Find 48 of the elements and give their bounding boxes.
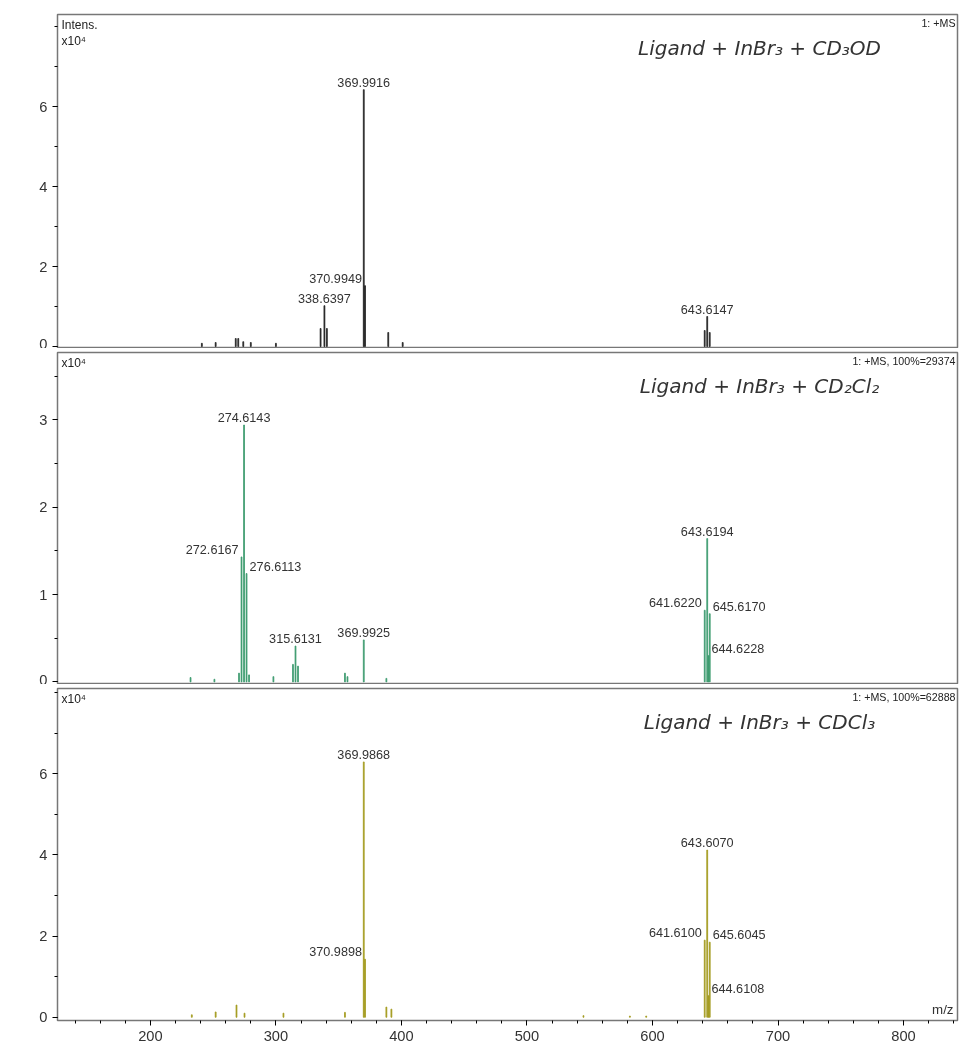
y-tick-label: 2 <box>39 928 48 945</box>
annotation: 644.6228 <box>711 641 765 656</box>
y-tick-label: 4 <box>39 178 48 195</box>
annotation: 643.6147 <box>680 302 734 317</box>
y-tick-label: 1 <box>39 586 48 603</box>
annotation: 643.6194 <box>680 524 734 539</box>
text: Ligand + InBr₃ + CDCl₃ <box>643 709 876 734</box>
annotation: 644.6108 <box>711 981 765 996</box>
annotation: 274.6143 <box>217 411 271 426</box>
text: Ligand + InBr₃ + CD₃OD <box>637 35 882 60</box>
x-tick-label: 600 <box>640 1027 665 1044</box>
y-tick-label: 6 <box>39 98 48 115</box>
annotation: 272.6167 <box>185 542 239 557</box>
text: Ligand + InBr₃ + CD₂Cl₂ <box>639 373 880 398</box>
y-tick-label: 0 <box>39 1009 48 1026</box>
y-tick-label: 3 <box>39 411 48 428</box>
x-tick-label: 300 <box>263 1027 289 1044</box>
annotation: 369.9916 <box>337 75 391 90</box>
annotation: 338.6397 <box>298 291 351 306</box>
x-axis-title: m/z <box>932 1001 954 1017</box>
annotation: 645.6170 <box>712 599 766 614</box>
annotation: 641.6220 <box>648 596 702 611</box>
y-tick-label: 0 <box>39 335 48 352</box>
x-tick-label: 500 <box>514 1027 540 1044</box>
annotation: 369.9868 <box>337 747 391 762</box>
annotation: 276.6113 <box>249 559 302 574</box>
x-tick-label: 400 <box>389 1027 414 1044</box>
annotation: 641.6100 <box>648 926 702 941</box>
annotation: 315.6131 <box>269 632 322 647</box>
x-tick-label: 700 <box>765 1027 791 1044</box>
annotation: 645.6045 <box>712 928 766 943</box>
y-tick-label: 0 <box>39 671 48 688</box>
x-tick-label: 800 <box>891 1027 916 1044</box>
annotation: 643.6070 <box>680 836 734 851</box>
y-tick-label: 2 <box>39 499 48 516</box>
y-tick-label: 6 <box>39 765 48 782</box>
y-tick-label: 2 <box>39 258 48 275</box>
y-axis-title: x10⁴ <box>61 691 87 706</box>
annotation: 370.9949 <box>309 271 363 286</box>
annotation: 370.9898 <box>309 945 363 960</box>
annotation: 369.9925 <box>337 625 391 640</box>
y-axis-title: Intens. x10⁴ <box>61 17 98 49</box>
y-tick-label: 4 <box>39 846 48 863</box>
x-tick-label: 200 <box>138 1027 163 1044</box>
annotation: 1: +MS <box>921 16 956 29</box>
y-axis-title: x10⁴ <box>61 355 87 370</box>
annotation: 1: +MS, 100%=29374 <box>852 354 956 367</box>
annotation: 1: +MS, 100%=62888 <box>852 690 956 703</box>
